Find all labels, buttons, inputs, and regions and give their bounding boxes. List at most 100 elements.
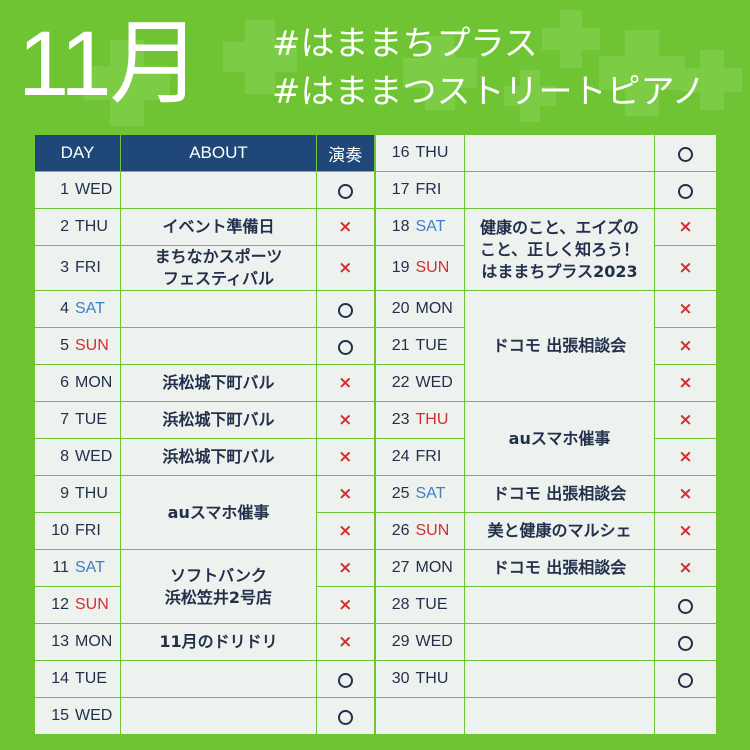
day-number: 6 [60,374,69,391]
piano-availability-cell: × [316,364,375,402]
table-row: 8 WED 浜松城下町バル × 24 FRI × [34,438,717,476]
weekday-label: WED [415,374,453,391]
weekday-label: FRI [75,522,101,539]
month-title: 11月 [18,13,202,115]
piano-availability-cell: × [654,475,717,513]
event-cell: 浜松城下町バル [120,401,317,439]
day-cell: 24 FRI [373,438,465,476]
day-cell: 9 THU [34,475,121,513]
day-cell: 17 FRI [373,171,465,209]
weekday-label: SUN [75,337,109,354]
piano-availability-cell [654,134,717,172]
event-cell [464,134,655,172]
unavailable-cross-icon: × [338,484,353,504]
weekday-label: SUN [415,522,450,539]
event-cell: 11月のドリドリ [120,623,317,661]
day-cell: 8 WED [34,438,121,476]
table-row: 2 THU イベント準備日 × 18 SAT 健康のこと、エイズの こと、正しく知ろう！ は… [34,208,717,291]
weekday-label: SUN [415,259,450,276]
event-cell: ドコモ 出張相談会 [464,290,655,402]
available-circle-icon [337,709,353,725]
column-header-day: DAY [34,134,121,172]
day-cell: 23 THU [373,401,465,439]
schedule-body: DAY ABOUT 演奏 16 THU 1 WED 17 FRI 2 THU イベント準備日 × 18 SA… [34,134,717,735]
event-cell: イベント準備日 [120,208,317,246]
day-number: 12 [51,596,69,613]
schedule-table: DAY ABOUT 演奏 16 THU 1 WED 17 FRI 2 THU イベント準備日 × 18 SA… [34,134,717,735]
unavailable-cross-icon: × [678,558,693,578]
piano-availability-cell: × [316,401,375,439]
day-cell: 22 WED [373,364,465,402]
piano-availability-cell [654,586,717,624]
table-row: 11 SAT ソフトバンク 浜松笠井2号店 × 27 MON ドコモ 出張相談会 × [34,549,717,624]
day-number: 20 [391,300,410,317]
day-cell: 10 FRI [34,512,121,550]
piano-availability-cell: × [316,512,375,550]
day-cell: 18 SAT [373,208,465,246]
day-number: 16 [391,144,410,161]
table-row: 1 WED 17 FRI [34,171,717,209]
weekday-label: MON [75,374,113,391]
event-cell [120,697,317,735]
empty-cell [373,697,465,735]
day-number: 10 [51,522,69,539]
event-cell [120,171,317,209]
event-cell [464,171,655,209]
day-number: 29 [391,633,410,650]
day-cell: 2 THU [34,208,121,246]
weekday-label: WED [415,633,453,650]
day-number: 25 [391,485,410,502]
weekday-label: THU [415,144,449,161]
hashtag-street-piano: #はままつストリートピアノ [272,72,706,112]
piano-availability-cell: × [654,208,717,246]
unavailable-cross-icon: × [338,258,353,278]
weekday-label: SAT [415,485,446,502]
piano-availability-cell [316,171,375,209]
day-number: 30 [391,670,410,687]
weekday-label: MON [415,300,453,317]
event-cell: 浜松城下町バル [120,364,317,402]
day-cell: 6 MON [34,364,121,402]
piano-availability-cell: × [316,586,375,624]
day-cell: 1 WED [34,171,121,209]
table-row: 9 THU auスマホ催事 × 25 SAT ドコモ 出張相談会 × [34,475,717,550]
day-number: 28 [391,596,410,613]
day-number: 22 [391,374,410,391]
empty-cell [464,697,655,735]
weekday-label: FRI [415,448,442,465]
day-number: 24 [391,448,410,465]
day-cell: 13 MON [34,623,121,661]
piano-availability-cell: × [654,512,717,550]
available-circle-icon [678,146,693,162]
event-cell: auスマホ催事 [464,401,655,476]
available-circle-icon [678,635,693,651]
unavailable-cross-icon: × [338,558,353,578]
event-cell: まちなかスポーツ フェスティバル [120,245,317,291]
day-number: 11 [52,559,69,576]
piano-availability-cell [654,660,717,698]
day-cell: 14 TUE [34,660,121,698]
table-row: 14 TUE 30 THU [34,660,717,698]
table-row: 4 SAT 20 MON ドコモ 出張相談会 × [34,290,717,402]
day-cell: 3 FRI [34,245,121,291]
day-cell: 26 SUN [373,512,465,550]
day-cell: 30 THU [373,660,465,698]
table-header-row: DAY ABOUT 演奏 16 THU [34,134,717,172]
day-cell: 20 MON [373,290,465,328]
available-circle-icon [337,672,353,688]
piano-availability-cell [654,623,717,661]
event-cell: ドコモ 出張相談会 [464,549,655,587]
event-cell [120,290,317,328]
event-cell [464,623,655,661]
day-number: 8 [60,448,69,465]
available-circle-icon [678,183,693,199]
unavailable-cross-icon: × [338,595,353,615]
day-number: 19 [391,259,410,276]
weekday-label: MON [415,559,453,576]
table-row: 3 FRI まちなかスポーツ フェスティバル × 19 SUN × [34,245,717,291]
day-number: 9 [60,485,69,502]
piano-availability-cell [654,171,717,209]
weekday-label: SAT [415,218,446,235]
unavailable-cross-icon: × [338,373,353,393]
piano-availability-cell: × [654,245,717,291]
